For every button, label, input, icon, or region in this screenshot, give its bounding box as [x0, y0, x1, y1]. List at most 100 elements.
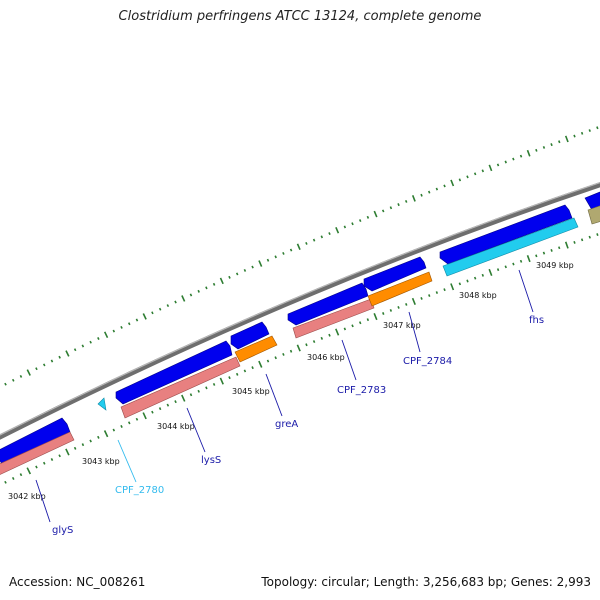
outer-scale-tick [205, 286, 208, 290]
outer-scale-tick [42, 363, 46, 367]
outer-scale-tick [358, 219, 362, 223]
outer-scale-tick [564, 135, 569, 143]
cds-lysS[interactable] [115, 340, 233, 405]
inner-scale-tick [458, 282, 462, 286]
outer-scale-tick [411, 195, 416, 202]
gene-lysS[interactable] [120, 356, 241, 419]
inner-scale-tick [435, 291, 439, 294]
gene-labels: glyS CPF_2780 lysS greA CPF_2783 CPF_278… [52, 315, 544, 536]
inner-scale-tick [205, 386, 208, 390]
inner-scale-tick [573, 240, 576, 244]
gene-label-fhs[interactable]: fhs [529, 315, 544, 326]
inner-scale-tick [488, 268, 493, 276]
genome-backbone [0, 182, 600, 440]
outer-scale-tick [19, 374, 23, 378]
gene-label-CPF_2784[interactable]: CPF_2784 [403, 356, 452, 367]
outer-scale-tick [343, 225, 347, 229]
inner-scale-tick [103, 430, 109, 438]
inner-scale-tick [73, 446, 77, 450]
gene-fhs[interactable] [442, 217, 579, 277]
inner-scale-tick [428, 294, 431, 297]
outer-scale-tick [58, 355, 61, 359]
gene-label-lysS[interactable]: lysS [201, 455, 221, 466]
topology-summary: Topology: circular; Length: 3,256,683 bp… [261, 575, 591, 589]
inner-scale-tick [282, 352, 285, 356]
outer-scale-tick [504, 160, 507, 164]
inner-scale-tick [11, 476, 15, 480]
kbp-label-3046: 3046 kbp [307, 353, 345, 362]
inner-scale-tick [450, 283, 455, 291]
inner-scale-tick [405, 303, 408, 306]
outer-scale-tick [135, 318, 139, 322]
inner-scale-tick [228, 376, 231, 380]
inner-scale-tick [243, 369, 247, 373]
inner-scale-tick [358, 321, 362, 325]
gene-CPF_2784[interactable] [367, 271, 433, 307]
gene-label-greA[interactable]: greA [275, 419, 298, 430]
gene-label-CPF_2783[interactable]: CPF_2783 [337, 385, 386, 396]
inner-scale-tick [266, 359, 270, 363]
gene-next[interactable] [587, 204, 600, 225]
outer-scale-tick [112, 329, 116, 333]
cds-fhs[interactable] [439, 204, 573, 265]
outer-scale-tick [458, 178, 462, 182]
outer-scale-tick [296, 243, 301, 251]
kbp-label-3049: 3049 kbp [536, 261, 574, 270]
outer-scale-tick [258, 260, 263, 267]
kbp-label-3045: 3045 kbp [232, 387, 270, 396]
outer-scale-tick [26, 369, 31, 376]
outer-scale-tick [580, 131, 584, 135]
cds-greA[interactable] [230, 321, 270, 350]
outer-scale-tick [443, 184, 446, 188]
inner-scale-tick [197, 389, 200, 393]
outer-scale-tick [282, 251, 285, 255]
cds-next[interactable] [584, 190, 600, 211]
outer-scale-tick [158, 307, 162, 311]
inner-scale-tick [558, 246, 561, 250]
gene-greA[interactable] [234, 335, 278, 363]
outer-scale-tick [142, 313, 147, 320]
inner-scale-tick [512, 262, 515, 266]
inner-scale-tick [50, 458, 54, 461]
outer-scale-tick [320, 235, 324, 239]
outer-scale-tick [381, 209, 385, 213]
outer-scale-tick [103, 331, 109, 339]
gene-glyS[interactable] [0, 431, 75, 475]
outer-scale-tick [274, 255, 277, 259]
inner-scale-tick [289, 349, 293, 353]
outer-scale-tick [235, 272, 239, 276]
outer-scale-tick [328, 232, 331, 236]
kbp-label-3047: 3047 kbp [383, 321, 421, 330]
inner-scale-tick [142, 412, 147, 420]
inner-scale-tick [212, 382, 216, 386]
inner-scale-tick [58, 454, 61, 458]
outer-scale-tick [89, 340, 92, 344]
gene-CPF_2783[interactable] [292, 298, 375, 339]
inner-scale-tick [542, 251, 546, 255]
inner-scale-tick [312, 340, 316, 344]
outer-scale-tick [35, 367, 38, 371]
inner-scale-tick [526, 255, 531, 263]
inner-scale-tick [296, 344, 301, 352]
outer-scale-tick [81, 344, 85, 348]
outer-scale-tick [588, 129, 591, 132]
outer-scale-tick [435, 187, 439, 191]
inner-scale-tick [135, 417, 139, 421]
inner-scale-tick [382, 312, 385, 315]
kbp-label-3044: 3044 kbp [157, 422, 195, 431]
cds-CPF_2784[interactable] [363, 256, 427, 292]
outer-scale-tick [519, 154, 523, 158]
gene-label-glyS[interactable]: glyS [52, 525, 73, 536]
kbp-label-3042: 3042 kbp [8, 492, 46, 501]
map-title: Clostridium perfringens ATCC 13124, comp… [118, 9, 482, 24]
gene-CPF_2780[interactable] [97, 397, 107, 411]
kbp-label-3043: 3043 kbp [82, 457, 120, 466]
outer-scale-tick [335, 226, 340, 234]
outer-scale-tick [151, 311, 154, 315]
outer-scale-tick [596, 126, 599, 130]
gene-label-CPF_2780[interactable]: CPF_2780 [115, 485, 164, 496]
inner-scale-tick [89, 439, 92, 443]
outer-scale-ring [4, 126, 599, 386]
outer-scale-tick [189, 293, 193, 297]
